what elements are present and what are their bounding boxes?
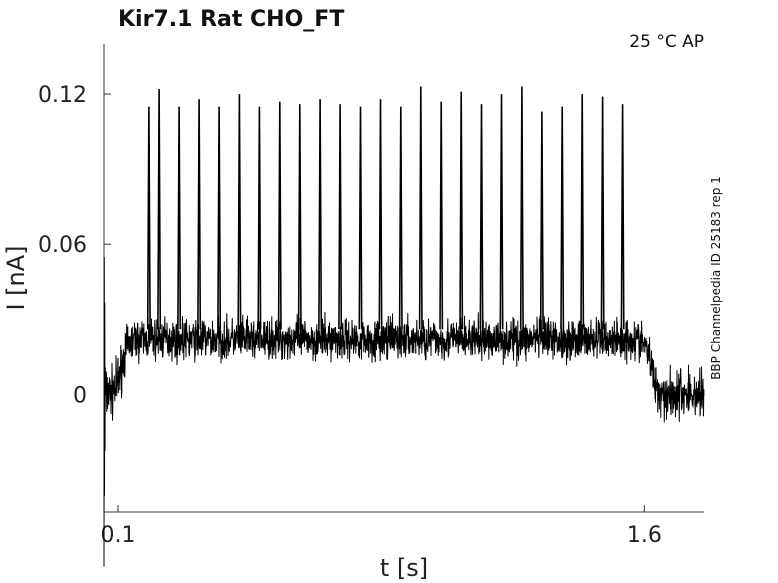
- x-axis-label: t [s]: [380, 554, 428, 582]
- spike-19: [499, 94, 504, 330]
- y-tick-label: 0.12: [38, 83, 87, 108]
- spike-21: [539, 111, 544, 330]
- spike-6: [237, 94, 242, 330]
- spike-10: [318, 99, 323, 330]
- spike-24: [600, 96, 605, 330]
- condition-label: 25 °C AP: [629, 32, 704, 52]
- y-tick-label: 0: [73, 383, 87, 408]
- side-id-label: BBP Channelpedia ID 25183 rep 1: [709, 176, 723, 380]
- spike-7: [257, 106, 262, 330]
- spike-20: [519, 86, 524, 330]
- spike-23: [580, 94, 585, 330]
- y-tick-label: 0.06: [38, 233, 87, 258]
- spike-25: [620, 104, 625, 330]
- spike-1: [146, 106, 151, 330]
- chart-title: Kir7.1 Rat CHO_FT: [118, 7, 344, 32]
- spike-5: [217, 106, 222, 330]
- spike-13: [378, 99, 383, 330]
- spike-3: [177, 106, 182, 330]
- spike-12: [358, 106, 363, 330]
- spike-2: [157, 88, 162, 330]
- spike-18: [479, 104, 484, 330]
- axes: [103, 44, 704, 513]
- spike-9: [297, 104, 302, 330]
- spike-17: [459, 91, 464, 330]
- spike-8: [277, 101, 282, 330]
- spike-14: [398, 106, 403, 330]
- x-tick-label: 0.1: [101, 523, 136, 548]
- y-ticks: 0 0.06 0.12: [38, 83, 111, 408]
- spike-4: [197, 99, 202, 330]
- spike-22: [560, 106, 565, 330]
- y-axis-label: I [nA]: [2, 245, 30, 310]
- spike-11: [338, 104, 343, 330]
- spike-15: [418, 86, 423, 330]
- x-ticks: 0.1 1.6: [101, 505, 662, 548]
- x-tick-label: 1.6: [627, 523, 662, 548]
- spike-group: [146, 86, 625, 330]
- spike-16: [439, 101, 444, 330]
- current-trace-line: [103, 257, 705, 567]
